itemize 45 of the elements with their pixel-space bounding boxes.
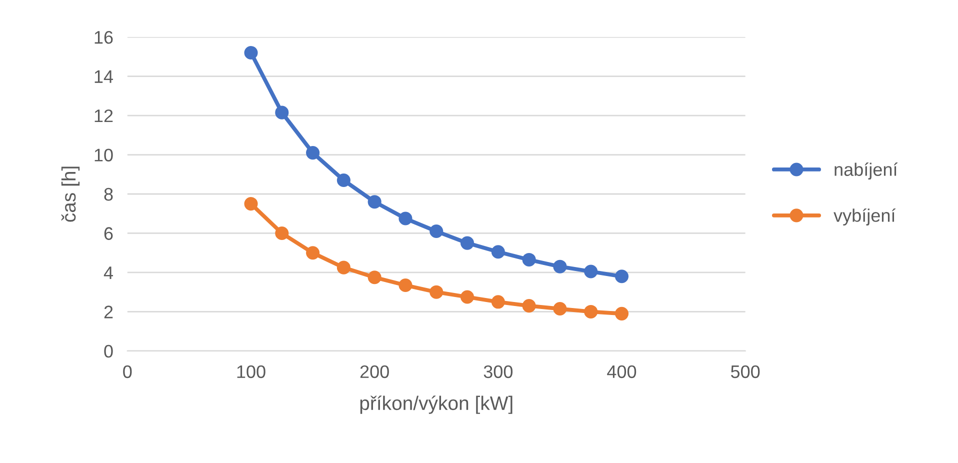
y-tick-label: 2 xyxy=(104,306,113,318)
point xyxy=(430,285,444,299)
x-tick-label: 300 xyxy=(484,365,513,378)
point xyxy=(368,270,382,284)
point xyxy=(460,236,474,250)
point xyxy=(553,302,567,316)
x-axis-title: příkon/výkon [kW] xyxy=(360,396,512,414)
y-tick-label: 16 xyxy=(94,30,113,44)
point xyxy=(522,252,536,266)
point xyxy=(522,299,536,313)
point xyxy=(275,106,289,120)
x-tick-label: 400 xyxy=(607,365,636,378)
y-tick-label: 12 xyxy=(94,109,113,122)
point xyxy=(336,173,350,188)
legend-label: vybíjení xyxy=(834,208,896,226)
point xyxy=(614,306,629,320)
point xyxy=(275,226,289,240)
x-tick-label: 200 xyxy=(360,365,389,378)
point xyxy=(368,195,382,209)
y-tick-label: 10 xyxy=(94,148,113,162)
point xyxy=(584,304,598,318)
point xyxy=(244,46,258,60)
legend-label: nabíjení xyxy=(834,162,898,180)
point xyxy=(460,290,474,304)
point xyxy=(491,245,505,259)
y-tick-label: 8 xyxy=(104,188,113,201)
y-tick-label: 14 xyxy=(94,70,113,83)
point xyxy=(336,260,350,274)
x-tick-label: 0 xyxy=(123,365,132,378)
point xyxy=(614,270,629,284)
point xyxy=(584,264,598,278)
point xyxy=(306,146,320,160)
y-tick-label: 4 xyxy=(104,266,113,280)
y-axis-title: čas [h] xyxy=(61,166,80,222)
y-tick-label: 6 xyxy=(104,227,113,240)
point xyxy=(306,246,320,260)
point xyxy=(398,278,412,292)
point xyxy=(491,295,505,309)
point xyxy=(244,197,258,211)
point xyxy=(430,224,444,238)
point xyxy=(553,260,567,274)
point xyxy=(398,212,412,226)
y-tick-label: 0 xyxy=(104,344,113,358)
x-tick-label: 500 xyxy=(730,365,760,378)
x-tick-label: 100 xyxy=(237,365,266,378)
